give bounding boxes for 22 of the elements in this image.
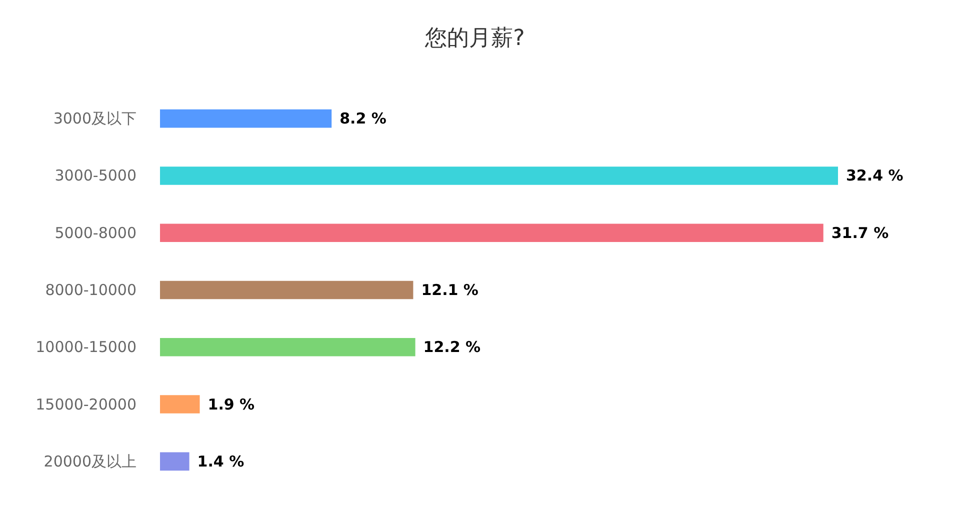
data-label: 1.4 % — [197, 452, 244, 470]
bar — [160, 338, 416, 356]
y-tick-label: 5000-8000 — [54, 224, 136, 242]
data-label: 8.2 % — [340, 110, 386, 128]
data-label: 12.1 % — [421, 281, 478, 299]
bar — [160, 395, 200, 414]
bar — [160, 280, 414, 300]
data-label: 31.7 % — [831, 224, 889, 242]
bar — [160, 452, 190, 471]
bar — [160, 224, 824, 242]
data-label: 1.9 % — [208, 395, 255, 414]
chart-title: 您的月薪? — [424, 26, 525, 51]
y-tick-label: 3000及以下 — [53, 110, 136, 128]
bar — [160, 166, 838, 185]
data-label: 12.2 % — [423, 338, 481, 356]
y-tick-label: 10000-15000 — [36, 338, 136, 356]
bar — [160, 109, 332, 128]
y-tick-label: 3000-5000 — [54, 166, 136, 185]
data-label: 32.4 % — [846, 166, 904, 185]
y-tick-label: 8000-10000 — [45, 281, 136, 299]
y-tick-label: 15000-20000 — [36, 395, 136, 414]
y-tick-label: 20000及以上 — [44, 452, 136, 470]
